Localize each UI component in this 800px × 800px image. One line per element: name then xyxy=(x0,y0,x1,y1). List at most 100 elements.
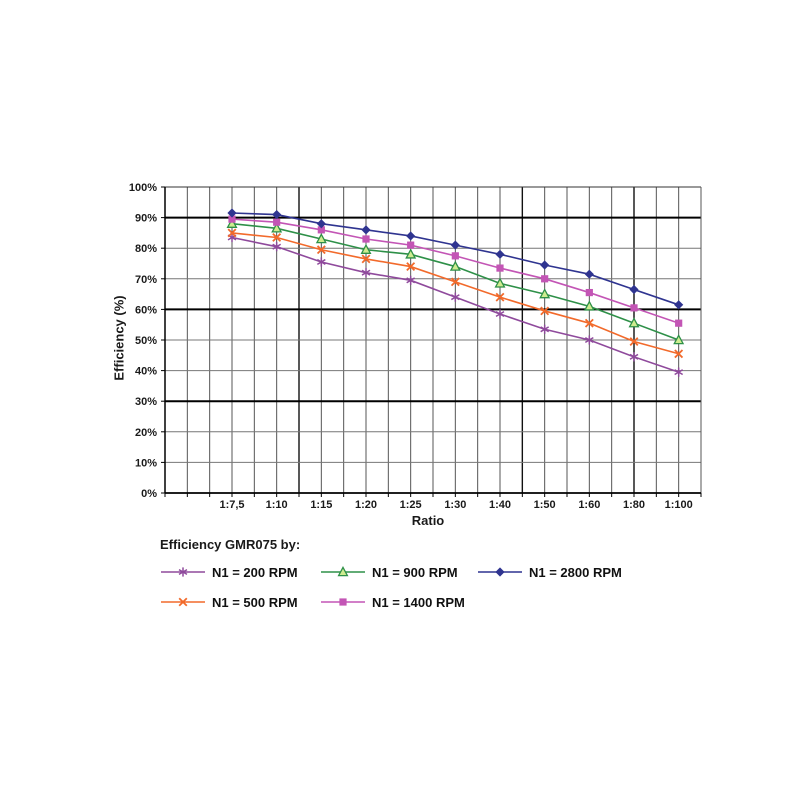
marker-triangle xyxy=(583,300,595,311)
legend-swatch xyxy=(161,597,205,607)
x-tick-label-1:40: 1:40 xyxy=(489,499,511,511)
marker-triangle xyxy=(315,233,327,244)
x-tick-label-1:15: 1:15 xyxy=(310,499,332,511)
series-n1-1400-rpm xyxy=(228,215,683,327)
y-tick-label-90%: 90% xyxy=(135,213,157,225)
legend-title: Efficiency GMR075 by: xyxy=(160,537,301,552)
series-n1-200-rpm xyxy=(227,232,684,377)
legend-label: N1 = 500 RPM xyxy=(212,594,298,610)
x-tick-label-1:10: 1:10 xyxy=(266,499,288,511)
axes xyxy=(161,186,702,497)
legend-item-n1-200-rpm: N1 = 200 RPM xyxy=(160,562,298,582)
x-tick-label-1:30: 1:30 xyxy=(444,499,466,511)
legend-item-n1-2800-rpm: N1 = 2800 RPM xyxy=(477,562,622,582)
y-axis-title: Efficiency (%) xyxy=(111,295,127,381)
marker-diamond xyxy=(584,269,594,279)
marker-triangle xyxy=(405,248,417,259)
legend-item-n1-900-rpm: N1 = 900 RPM xyxy=(320,562,458,582)
marker-square xyxy=(407,241,415,249)
marker-triangle xyxy=(449,260,461,271)
marker-square xyxy=(675,319,683,327)
x-tick-label-1:80: 1:80 xyxy=(623,499,645,511)
legend-label: N1 = 900 RPM xyxy=(372,564,458,580)
marker-diamond xyxy=(450,240,460,250)
y-tick-label-20%: 20% xyxy=(135,427,157,439)
x-tick-label-1:7,5: 1:7,5 xyxy=(219,499,244,511)
marker-x-cross xyxy=(450,277,460,287)
marker-x-cross xyxy=(406,262,416,271)
marker-x-cross xyxy=(674,349,684,359)
marker-x-cross xyxy=(272,233,282,242)
marker-diamond xyxy=(674,300,684,310)
marker-triangle xyxy=(628,317,640,328)
marker-square xyxy=(362,235,370,243)
y-tick-label-10%: 10% xyxy=(135,457,157,469)
marker-asterisk xyxy=(361,268,371,278)
marker-diamond xyxy=(361,225,371,235)
marker-x-cross xyxy=(495,292,505,302)
legend-label: N1 = 200 RPM xyxy=(212,564,298,580)
marker-x-cross xyxy=(361,254,371,264)
marker-triangle xyxy=(226,217,238,228)
marker-diamond xyxy=(495,567,505,577)
marker-square xyxy=(630,304,638,312)
marker-x-cross xyxy=(316,245,326,255)
legend-item-n1-500-rpm: N1 = 500 RPM xyxy=(160,592,298,612)
x-tick-label-1:60: 1:60 xyxy=(578,499,600,511)
marker-asterisk xyxy=(629,352,639,362)
y-tick-label-0%: 0% xyxy=(141,488,157,500)
marker-asterisk xyxy=(316,257,326,267)
marker-asterisk xyxy=(540,324,550,334)
tick-labels: 0% 10% 20% 30% 40% 50% 60% 70% 80% 90% 100% 1:7,5 1:… xyxy=(129,182,693,511)
marker-square xyxy=(273,218,281,226)
marker-diamond xyxy=(272,209,282,220)
marker-asterisk xyxy=(406,275,416,285)
legend-swatch xyxy=(478,567,522,577)
y-tick-label-40%: 40% xyxy=(135,366,157,378)
marker-square xyxy=(317,226,325,234)
marker-x-cross xyxy=(178,597,188,607)
legend-item-n1-1400-rpm: N1 = 1400 RPM xyxy=(320,592,465,612)
legend-swatch xyxy=(161,567,205,577)
y-tick-label-60%: 60% xyxy=(135,304,157,316)
marker-triangle xyxy=(337,566,349,577)
gridlines xyxy=(165,187,701,493)
marker-triangle xyxy=(360,243,372,254)
legend-swatch xyxy=(321,566,365,577)
marker-square xyxy=(541,275,549,283)
x-tick-label-1:20: 1:20 xyxy=(355,499,377,511)
marker-x-cross xyxy=(227,228,237,238)
x-tick-label-1:50: 1:50 xyxy=(534,499,556,511)
marker-diamond xyxy=(495,249,505,259)
x-axis-title: Ratio xyxy=(411,513,445,528)
y-tick-label-80%: 80% xyxy=(135,243,157,255)
marker-diamond xyxy=(540,260,550,270)
marker-asterisk xyxy=(584,335,594,345)
y-tick-label-70%: 70% xyxy=(135,274,157,286)
marker-diamond xyxy=(227,208,237,218)
x-tick-label-1:100: 1:100 xyxy=(665,499,693,511)
x-tick-label-1:25: 1:25 xyxy=(400,499,422,511)
marker-diamond xyxy=(406,231,416,241)
marker-asterisk xyxy=(178,567,188,577)
y-tick-label-30%: 30% xyxy=(135,396,157,408)
marker-square xyxy=(228,215,236,223)
series-n1-2800-rpm xyxy=(227,208,684,310)
marker-triangle xyxy=(539,288,551,299)
marker-square xyxy=(451,252,459,260)
y-tick-label-50%: 50% xyxy=(135,335,157,347)
marker-triangle xyxy=(673,334,685,345)
legend-swatch xyxy=(321,598,365,606)
marker-x-cross xyxy=(629,337,639,346)
marker-triangle xyxy=(271,222,283,233)
marker-diamond xyxy=(629,284,639,295)
marker-square xyxy=(585,288,593,297)
marker-asterisk xyxy=(495,309,505,319)
marker-x-cross xyxy=(584,318,594,328)
marker-asterisk xyxy=(272,242,282,252)
legend-label: N1 = 2800 RPM xyxy=(529,564,622,580)
marker-asterisk xyxy=(674,367,684,377)
series-n1-500-rpm xyxy=(227,228,684,359)
